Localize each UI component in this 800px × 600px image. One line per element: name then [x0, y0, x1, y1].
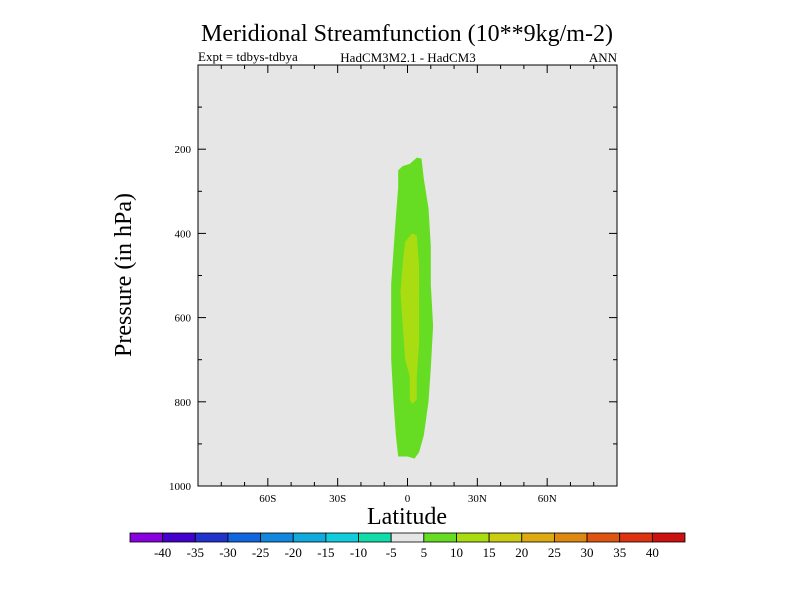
model-comparison-label: HadCM3M2.1 - HadCM3	[340, 50, 475, 65]
x-tick-label: 30S	[329, 493, 346, 505]
y-axis-label: Pressure (in hPa)	[111, 193, 137, 357]
experiment-label: Expt = tdbys-tdbya	[198, 49, 298, 64]
y-tick-label: 400	[175, 228, 192, 240]
colorbar-box	[554, 532, 588, 543]
colorbar-label: -10	[350, 545, 367, 560]
x-tick-label: 60N	[538, 493, 557, 505]
x-axis-label: Latitude	[367, 504, 447, 530]
x-tick-label: 60S	[259, 493, 276, 505]
colorbar-box	[227, 532, 261, 543]
colorbar-box	[129, 532, 164, 543]
colorbar: -40 -35 -30 -25 -20 -15 -10 -5 5 10 15 20 25 30 35 40	[129, 532, 686, 560]
colorbar-box	[292, 532, 327, 543]
colorbar-box	[651, 532, 686, 543]
colorbar-label: -30	[219, 545, 236, 560]
contour-region-1	[400, 233, 420, 404]
y-tick-label: 800	[175, 397, 192, 409]
colorbar-label: 30	[581, 545, 594, 560]
colorbar-label: 35	[613, 545, 626, 560]
x-tick-label: 0	[405, 493, 411, 505]
colorbar-box	[423, 532, 457, 543]
colorbar-label: 25	[548, 545, 561, 560]
colorbar-label: 10	[450, 545, 463, 560]
colorbar-box	[586, 532, 621, 543]
colorbar-box	[194, 532, 229, 543]
colorbar-box	[358, 532, 392, 543]
colorbar-box	[162, 532, 196, 543]
colorbar-box	[488, 532, 523, 543]
colorbar-box	[260, 532, 294, 543]
colorbar-box	[390, 532, 425, 543]
colorbar-box	[456, 532, 490, 543]
colorbar-label: -40	[154, 545, 171, 560]
colorbar-box	[325, 532, 359, 543]
contour-regions	[391, 157, 434, 459]
colorbar-label: 5	[421, 545, 428, 560]
colorbar-label: -35	[187, 545, 204, 560]
colorbar-label: 15	[483, 545, 496, 560]
colorbar-label: -5	[386, 545, 397, 560]
colorbar-label: -25	[252, 545, 269, 560]
y-tick-label: 200	[175, 144, 192, 156]
colorbar-label: 40	[646, 545, 659, 560]
axis-ticks: 60S 30S 0 30N 60N 200 400 600 800 1000	[169, 65, 617, 505]
y-tick-label: 600	[175, 313, 192, 325]
colorbar-box	[619, 532, 653, 543]
colorbar-box	[521, 532, 555, 543]
chart-title: Meridional Streamfunction (10**9kg/m-2)	[201, 21, 613, 47]
x-tick-label: 30N	[468, 493, 487, 505]
colorbar-label: 20	[515, 545, 528, 560]
y-tick-label: 1000	[169, 481, 192, 493]
season-label: ANN	[589, 50, 618, 65]
colorbar-label: -20	[285, 545, 302, 560]
colorbar-label: -15	[317, 545, 334, 560]
